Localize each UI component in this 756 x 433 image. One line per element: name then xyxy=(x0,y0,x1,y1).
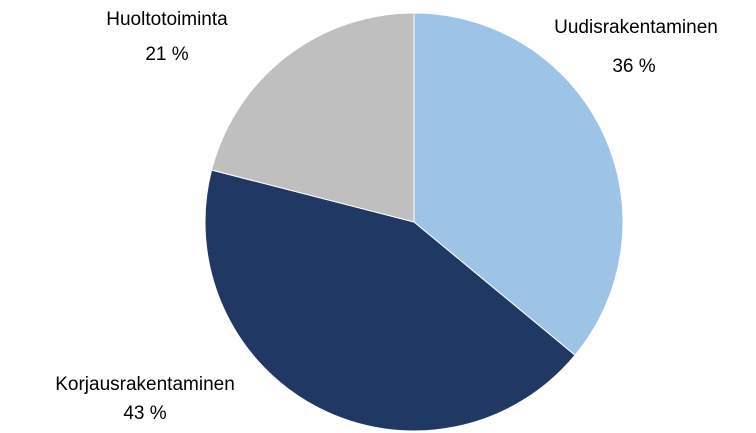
slice-label: Huoltotoiminta xyxy=(106,9,228,30)
slice-label: Korjausrakentaminen xyxy=(55,374,235,395)
slice-value-label: 21 % xyxy=(145,44,188,65)
pie-slice xyxy=(204,169,576,432)
pie-slice xyxy=(413,12,624,356)
pie-slice xyxy=(210,12,415,223)
slice-label: Uudisrakentaminen xyxy=(554,17,718,38)
slice-value-label: 43 % xyxy=(123,403,166,424)
slice-value-label: 36 % xyxy=(612,56,655,77)
